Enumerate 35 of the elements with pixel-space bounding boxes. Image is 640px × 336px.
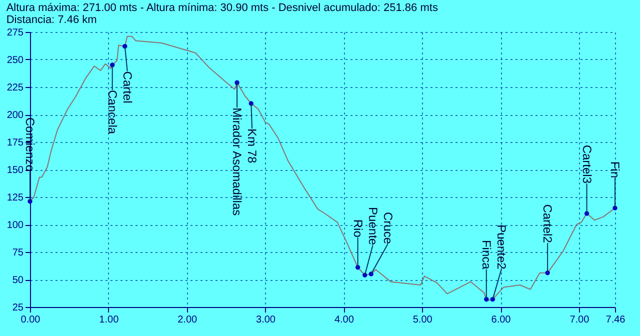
annotation: Comienzo [23, 117, 37, 172]
annotation: Finca [479, 240, 494, 270]
x-tick-label: 0.00 [20, 314, 41, 326]
x-tick-label: 5.00 [412, 314, 433, 326]
annotation: Cartel [120, 71, 134, 104]
annotation: Puente [366, 207, 380, 246]
y-tick-label: 150 [6, 165, 24, 176]
chart-subtitle: Distancia: 7.46 km [6, 14, 97, 26]
annotation: Puente2 [494, 224, 508, 270]
x-tick-label: 6.00 [491, 314, 512, 326]
y-tick-label: 25 [12, 302, 24, 314]
x-tick-label: 7.46 [606, 314, 626, 326]
annotation: Mirador Asomadillas [230, 108, 244, 216]
y-tick-label: 50 [12, 275, 24, 286]
x-tick-label: 3.00 [256, 314, 276, 326]
y-tick-label: 100 [6, 220, 24, 231]
annotation: Cruce [380, 212, 395, 244]
x-tick-label: 7.00 [570, 314, 590, 326]
chart-title: Altura máxima: 271.00 mts - Altura mínima: 30.90 mts - Desnivel acumulado: 251.86 mts [6, 2, 438, 14]
y-tick-label: 75 [12, 248, 24, 258]
x-tick-label: 4.00 [334, 314, 354, 326]
annotation: Rio [350, 219, 365, 238]
annotation: Km 78 [245, 128, 260, 164]
y-tick-label: 125 [6, 192, 24, 204]
y-tick-label: 250 [6, 55, 24, 66]
annotation: Cartel2 [540, 204, 555, 244]
x-tick-label: 2.00 [178, 314, 198, 326]
annotation: Cartel3 [580, 144, 594, 184]
y-tick-label: 275 [6, 28, 24, 38]
annotation: Cancela [105, 90, 120, 134]
y-tick-label: 200 [6, 110, 24, 121]
y-tick-label: 175 [6, 138, 24, 148]
y-tick-label: 225 [6, 82, 24, 94]
x-tick-label: 1.00 [99, 314, 120, 326]
annotation: Fin [608, 161, 622, 178]
